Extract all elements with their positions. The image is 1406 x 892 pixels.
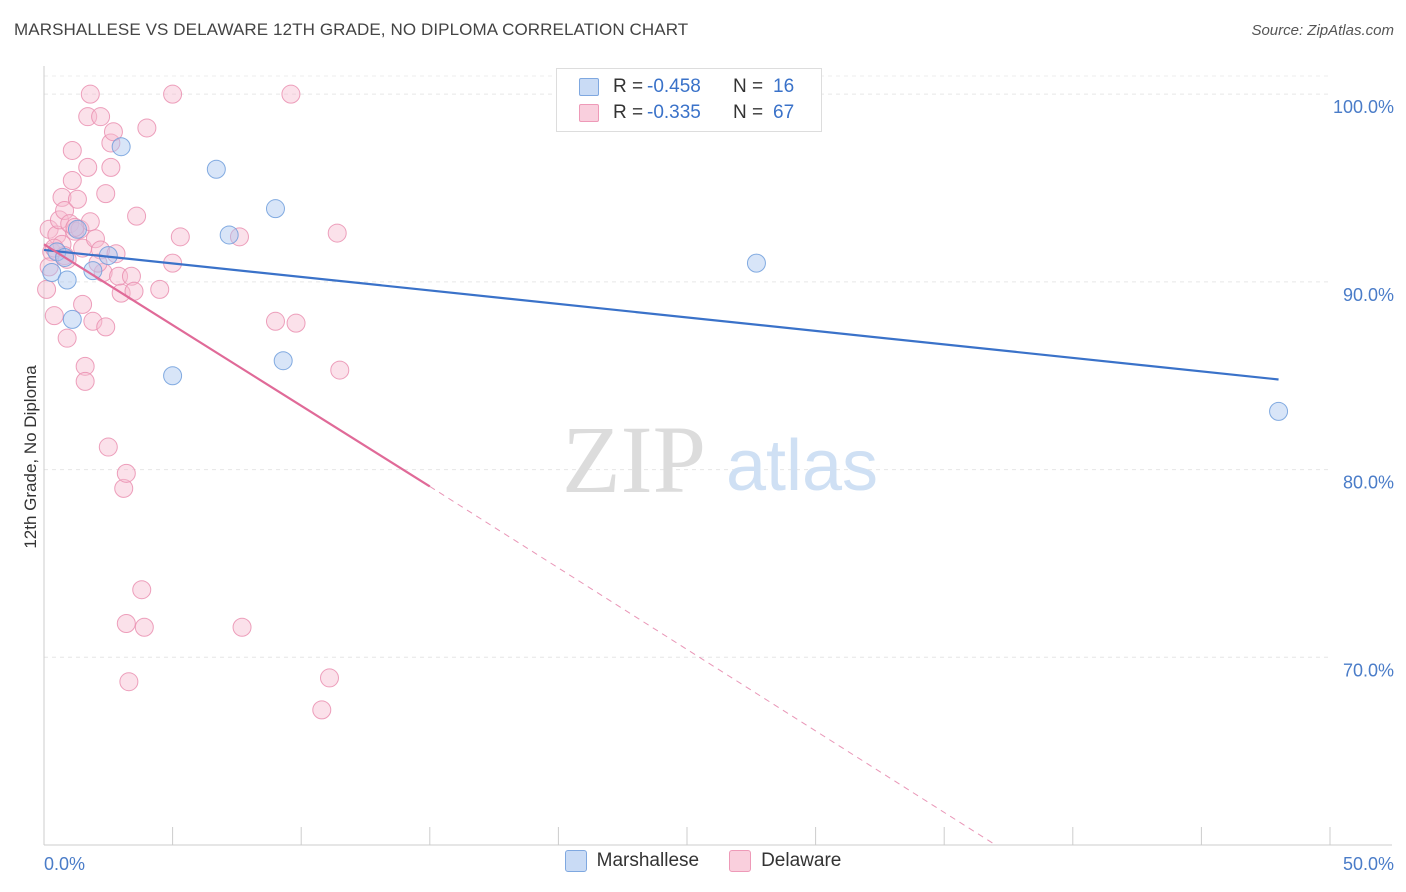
marshallese-point <box>265 199 285 219</box>
y-tick-label: 80.0% <box>1343 473 1394 493</box>
marshallese-points <box>42 137 1289 421</box>
delaware-point <box>281 84 301 104</box>
chart-title: MARSHALLESE VS DELAWARE 12TH GRADE, NO D… <box>14 20 689 39</box>
delaware-point <box>65 217 85 237</box>
marshallese-point <box>62 309 82 329</box>
delaware-point <box>78 157 98 177</box>
delaware-point <box>265 311 285 331</box>
delaware-point <box>96 184 116 204</box>
marshallese-point <box>219 225 239 245</box>
delaware-point <box>121 266 141 286</box>
delaware-point <box>127 206 147 226</box>
delaware-point <box>44 306 64 326</box>
delaware-point <box>103 122 123 142</box>
delaware-point <box>85 229 105 249</box>
delaware-point <box>57 328 77 348</box>
y-tick-label: 70.0% <box>1343 660 1394 680</box>
delaware-point <box>96 317 116 337</box>
delaware-point <box>73 294 93 314</box>
delaware-point <box>319 668 339 688</box>
y-tick-label: 90.0% <box>1343 285 1394 305</box>
legend-r-label: R = <box>613 76 644 97</box>
legend-swatch-delaware <box>729 850 752 872</box>
delaware-point <box>75 356 95 376</box>
y-axis-label: 12th Grade, No Diploma <box>21 365 40 549</box>
x-tick-label-min: 0.0% <box>44 854 85 874</box>
watermark-zip: ZIP <box>562 406 706 513</box>
delaware-point <box>67 189 87 209</box>
delaware-point <box>330 360 350 380</box>
legend-swatch-marshallese <box>564 850 587 872</box>
watermark: ZIP atlas <box>562 406 878 513</box>
delaware-point <box>62 140 82 160</box>
watermark-atlas: atlas <box>726 426 878 506</box>
marshallese-point <box>273 351 293 371</box>
delaware-point <box>170 227 190 247</box>
source-credit: Source: ZipAtlas.com <box>1251 22 1394 39</box>
delaware-point <box>116 614 136 634</box>
delaware-point <box>91 107 111 127</box>
y-tick-labels: 70.0% 80.0% 90.0% 100.0% <box>1333 97 1394 680</box>
legend-row-delaware: R = -0.335 N = 67 <box>579 100 794 126</box>
delaware-point <box>327 223 347 243</box>
delaware-point <box>101 157 121 177</box>
delaware-trend-line <box>43 243 431 488</box>
legend-n-value: 16 <box>773 76 795 97</box>
x-tick-labels: 0.0% 50.0% <box>44 854 1394 874</box>
legend-label-delaware: Delaware <box>761 850 842 871</box>
legend-r-label: R = <box>613 102 644 123</box>
legend-n-label: N = <box>733 102 764 123</box>
legend-item-marshallese: Marshallese <box>564 850 700 872</box>
marshallese-point <box>1269 401 1289 421</box>
legend-swatch-delaware <box>579 104 599 122</box>
marshallese-point <box>57 270 77 290</box>
delaware-point <box>312 700 332 720</box>
delaware-point <box>134 617 154 637</box>
marshallese-point <box>206 159 226 179</box>
marshallese-point <box>67 219 87 239</box>
delaware-point <box>286 313 306 333</box>
delaware-point <box>132 580 152 600</box>
legend-label-marshallese: Marshallese <box>596 850 700 871</box>
delaware-point <box>119 672 139 692</box>
trend-lines <box>43 243 1279 846</box>
series-legend: Marshallese Delaware <box>0 850 1406 872</box>
marshallese-point <box>746 253 766 273</box>
delaware-point <box>114 478 134 498</box>
axes <box>43 66 1392 846</box>
correlation-legend: R = -0.458 N = 16 R = -0.335 N = 67 <box>556 68 822 132</box>
delaware-point <box>62 171 82 191</box>
delaware-point <box>49 210 69 230</box>
marshallese-point <box>42 262 62 282</box>
delaware-point <box>137 118 157 138</box>
x-tick-label-max: 50.0% <box>1343 854 1394 874</box>
marshallese-point <box>111 137 131 157</box>
delaware-point <box>75 371 95 391</box>
legend-n-label: N = <box>733 76 764 97</box>
delaware-point <box>101 133 121 153</box>
legend-row-marshallese: R = -0.458 N = 16 <box>579 74 794 100</box>
delaware-point <box>83 311 103 331</box>
legend-swatch-marshallese <box>579 78 599 96</box>
legend-r-value: -0.458 <box>647 76 701 97</box>
y-tick-label: 100.0% <box>1333 97 1394 117</box>
delaware-point <box>150 279 170 299</box>
delaware-point <box>37 279 57 299</box>
delaware-point <box>116 463 136 483</box>
legend-item-delaware: Delaware <box>729 850 841 872</box>
delaware-points <box>37 84 350 720</box>
delaware-point <box>98 437 118 457</box>
delaware-trend-extension <box>429 486 996 846</box>
marshallese-trend-line <box>43 248 1279 381</box>
delaware-point <box>80 84 100 104</box>
legend-r-value: -0.335 <box>647 102 701 123</box>
marshallese-point <box>163 366 183 386</box>
delaware-point <box>232 617 252 637</box>
delaware-point <box>163 84 183 104</box>
legend-n-value: 67 <box>773 102 795 123</box>
